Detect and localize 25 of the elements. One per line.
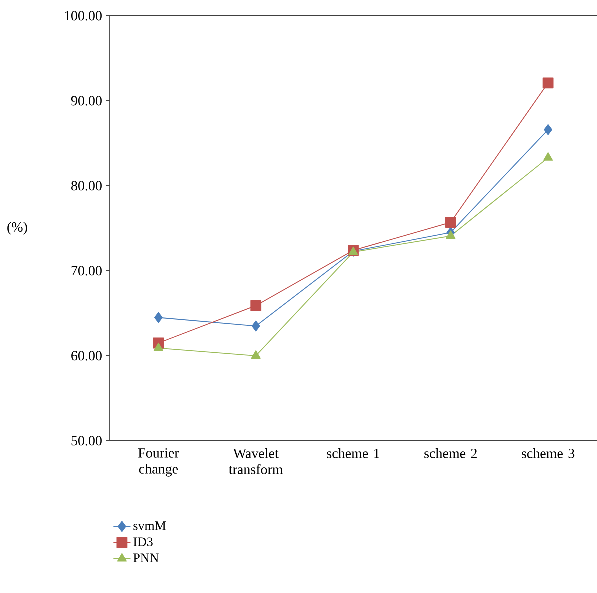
y-axis-title: (%) xyxy=(8,222,28,235)
point xyxy=(250,300,262,312)
y-tick-label: 90.00 xyxy=(71,96,102,106)
point xyxy=(544,124,552,136)
y-tick-label: 100.00 xyxy=(65,11,102,21)
x-tick-label: Wavelet transform xyxy=(229,448,284,474)
legend-label: ID3 xyxy=(134,538,153,546)
legend-label: PNN xyxy=(134,554,159,562)
x-tick-label: scheme 3 xyxy=(522,448,575,458)
x-tick-label: scheme 2 xyxy=(424,448,477,458)
point xyxy=(445,217,456,228)
x-tick-label: scheme 1 xyxy=(327,448,380,458)
x-tick-label: Fourier change xyxy=(138,448,180,477)
point xyxy=(251,350,261,359)
point xyxy=(154,312,163,324)
point xyxy=(544,152,554,161)
y-tick-label: 50.00 xyxy=(72,436,102,446)
y-tick-label: 80.00 xyxy=(72,181,102,191)
point xyxy=(542,78,554,89)
point xyxy=(252,320,260,332)
point xyxy=(154,342,164,352)
point xyxy=(446,230,456,240)
legend-label: svmM xyxy=(134,522,166,530)
y-tick-label: 70.00 xyxy=(72,266,102,276)
y-tick-label: 60.00 xyxy=(72,351,102,361)
